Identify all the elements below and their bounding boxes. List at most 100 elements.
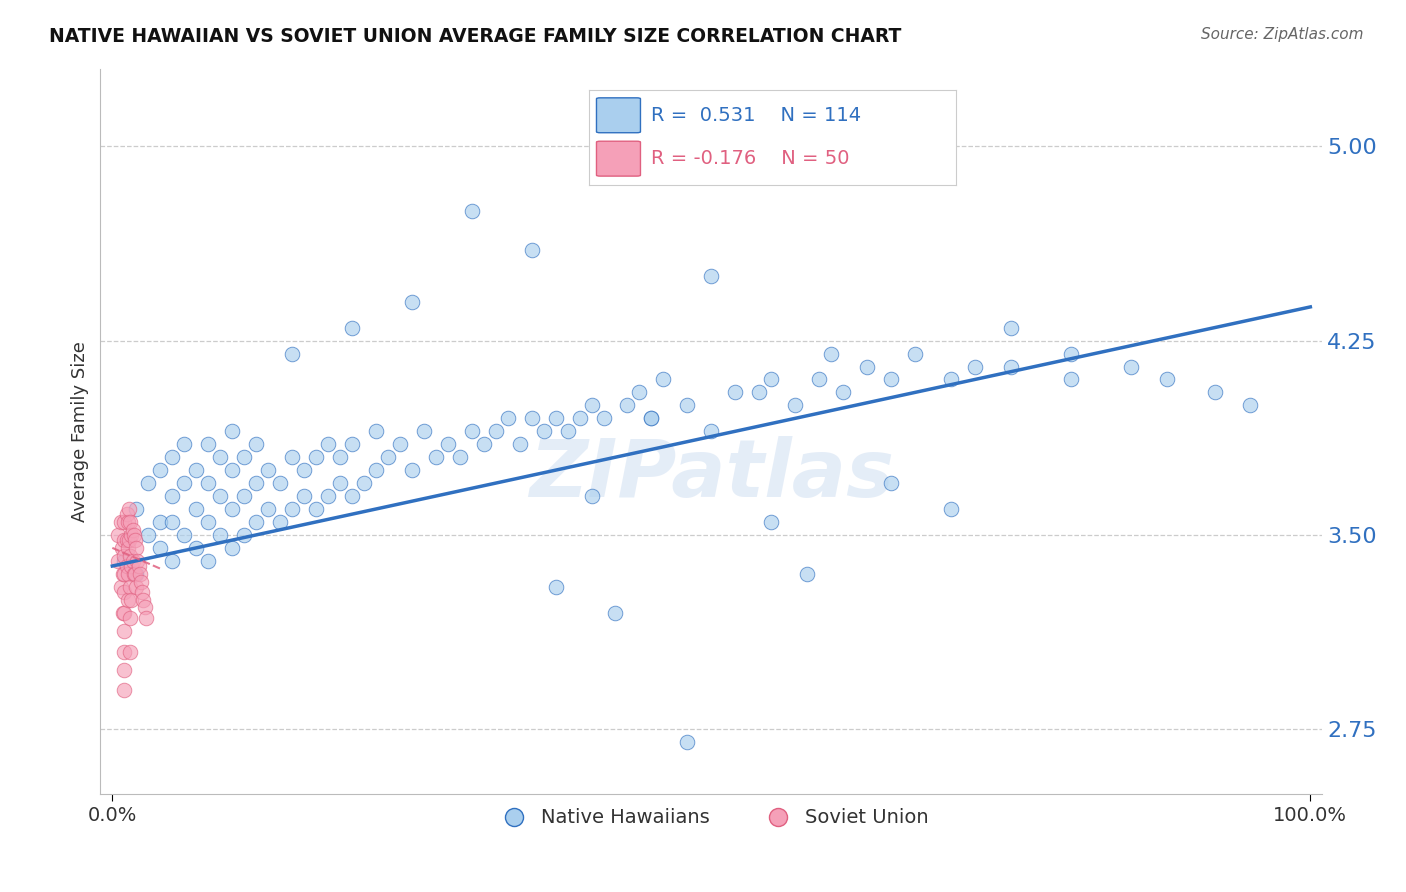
Text: NATIVE HAWAIIAN VS SOVIET UNION AVERAGE FAMILY SIZE CORRELATION CHART: NATIVE HAWAIIAN VS SOVIET UNION AVERAGE …: [49, 27, 901, 45]
Point: [221, 502, 243, 516]
Point: [112, 549, 135, 563]
Point: [628, 385, 651, 400]
Point: [281, 502, 304, 516]
Point: [939, 372, 962, 386]
Point: [160, 489, 183, 503]
Point: [856, 359, 879, 374]
Point: [401, 463, 423, 477]
Point: [353, 476, 375, 491]
Point: [292, 463, 315, 477]
Point: [292, 489, 315, 503]
Point: [329, 450, 352, 465]
Point: [808, 372, 831, 386]
Point: [197, 515, 219, 529]
Point: [388, 437, 411, 451]
Point: [120, 549, 142, 563]
Point: [377, 450, 399, 465]
Point: [748, 385, 770, 400]
Point: [533, 424, 555, 438]
Point: [112, 624, 135, 638]
Point: [364, 463, 387, 477]
Point: [340, 489, 363, 503]
Point: [257, 463, 280, 477]
Point: [412, 424, 434, 438]
Point: [112, 606, 135, 620]
Point: [112, 566, 135, 581]
Point: [125, 580, 148, 594]
Y-axis label: Average Family Size: Average Family Size: [72, 341, 89, 522]
Point: [340, 437, 363, 451]
Point: [461, 424, 484, 438]
Point: [592, 411, 614, 425]
Point: [120, 580, 142, 594]
Point: [820, 346, 842, 360]
Point: [676, 398, 699, 412]
Point: [117, 541, 139, 555]
Point: [245, 476, 267, 491]
Point: [963, 359, 986, 374]
Point: [112, 566, 135, 581]
Point: [209, 528, 232, 542]
Point: [221, 424, 243, 438]
Point: [186, 502, 208, 516]
Point: [110, 580, 132, 594]
Point: [880, 476, 903, 491]
Point: [132, 592, 155, 607]
Point: [117, 592, 139, 607]
Point: [160, 450, 183, 465]
Point: [112, 533, 135, 548]
Point: [557, 424, 579, 438]
Point: [186, 463, 208, 477]
Point: [305, 450, 328, 465]
Point: [127, 554, 149, 568]
Legend: Native Hawaiians, Soviet Union: Native Hawaiians, Soviet Union: [486, 800, 936, 835]
Point: [245, 515, 267, 529]
Point: [568, 411, 591, 425]
Point: [136, 528, 159, 542]
Point: [124, 533, 146, 548]
Point: [1119, 359, 1142, 374]
Point: [245, 437, 267, 451]
Point: [329, 476, 352, 491]
Point: [316, 489, 339, 503]
Point: [616, 398, 638, 412]
Point: [509, 437, 531, 451]
Point: [520, 243, 543, 257]
Point: [939, 502, 962, 516]
Point: [173, 437, 195, 451]
Point: [449, 450, 471, 465]
Point: [461, 204, 484, 219]
Point: [233, 528, 256, 542]
Point: [904, 346, 927, 360]
Point: [832, 385, 855, 400]
Point: [269, 515, 291, 529]
Point: [1204, 385, 1226, 400]
Point: [186, 541, 208, 555]
Point: [364, 424, 387, 438]
Point: [796, 566, 818, 581]
Point: [149, 541, 172, 555]
Point: [134, 600, 156, 615]
Point: [112, 606, 135, 620]
Point: [112, 663, 135, 677]
Point: [124, 566, 146, 581]
Point: [136, 476, 159, 491]
Point: [122, 566, 145, 581]
Point: [112, 683, 135, 698]
Point: [160, 515, 183, 529]
Point: [121, 528, 143, 542]
Point: [581, 489, 603, 503]
Point: [880, 372, 903, 386]
Point: [544, 411, 567, 425]
Point: [581, 398, 603, 412]
Point: [316, 437, 339, 451]
Point: [112, 585, 135, 599]
Point: [111, 541, 134, 555]
Point: [128, 566, 150, 581]
Point: [520, 411, 543, 425]
Point: [120, 644, 142, 658]
Point: [1060, 372, 1083, 386]
Point: [269, 476, 291, 491]
Point: [118, 502, 141, 516]
Point: [340, 320, 363, 334]
